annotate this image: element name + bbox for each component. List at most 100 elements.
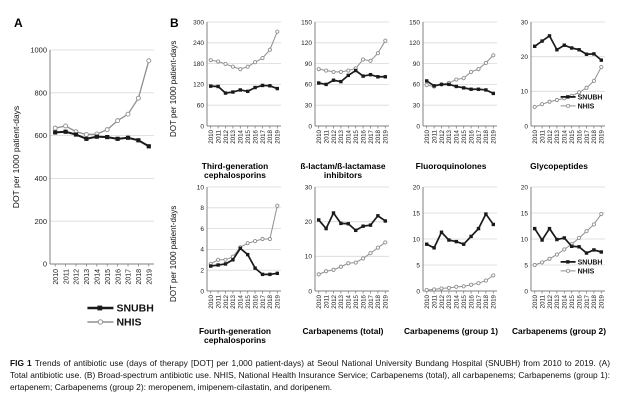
nhis-marker (591, 78, 596, 83)
snubh-marker (383, 75, 387, 79)
nhis-marker (540, 102, 545, 107)
snubh-series-line (55, 130, 150, 148)
y-tick-label: 60 (413, 82, 421, 89)
nhis-marker (439, 286, 444, 291)
chart-cell: 0 10 20 30 2010 2011 2012 2013 2014 2015 2016 2017 2… (505, 16, 613, 171)
nhis-marker (316, 67, 321, 72)
snubh-marker (447, 238, 451, 242)
x-tick-label: 2015 (461, 294, 468, 308)
snubh-marker (432, 245, 436, 250)
nhis-marker (223, 257, 228, 262)
nhis-marker (375, 51, 380, 56)
nhis-series-line (534, 213, 602, 266)
y-tick-label: 180 (193, 61, 204, 68)
nhis-marker (331, 267, 336, 272)
panel-a-label: A (14, 16, 23, 30)
snubh-marker (439, 82, 444, 87)
x-tick-label: 2016 (576, 294, 583, 308)
y-tick-label: 30 (413, 102, 421, 109)
legend-label: NHIS (578, 268, 595, 275)
snubh-series-line (426, 80, 494, 95)
y-tick-label: 0 (308, 123, 312, 130)
snubh-marker (331, 211, 336, 215)
x-tick-label: 2011 (539, 129, 546, 143)
chart-cell: 0 60 120 180 240 300 2010 2011 2012 2013 2014 2015 2… (181, 16, 289, 181)
nhis-marker (267, 47, 272, 52)
chart-cell: 0 2 4 6 8 10 2010 2011 2012 2013 2014 2015 2016 2017 2… (181, 181, 289, 346)
snubh-marker (484, 212, 488, 216)
y-tick-label: 20 (413, 184, 421, 191)
snubh-marker (136, 138, 141, 143)
snubh-marker (547, 226, 552, 231)
x-tick-label: 2011 (63, 269, 70, 284)
nhis-marker (476, 67, 481, 72)
chart-title: Carbapenems (group 1) (403, 325, 498, 336)
snubh-marker (339, 221, 343, 225)
x-tick-label: 2012 (223, 294, 230, 308)
y-tick-label: 60 (197, 102, 205, 109)
snubh-marker (209, 84, 213, 88)
nhis-marker (584, 228, 589, 234)
x-tick-label: 2015 (353, 129, 360, 143)
nhis-marker (245, 240, 250, 246)
snubh-marker (533, 226, 537, 231)
x-tick-label: 2014 (238, 294, 245, 308)
nhis-marker (245, 64, 250, 69)
x-tick-label: 2019 (491, 129, 498, 143)
x-tick-label: 2012 (547, 129, 554, 143)
snubh-series-line (318, 69, 386, 86)
x-tick-label: 2012 (223, 129, 230, 143)
charts-area: A 0 200 400 600 800 1000 2010 2011 2012 2013 2014 2… (11, 16, 613, 346)
x-tick-label: 2013 (338, 129, 345, 143)
x-tick-label: 2014 (454, 129, 461, 143)
snubh-marker (53, 130, 58, 135)
snubh-marker (462, 242, 466, 246)
x-tick-label: 2018 (591, 294, 598, 308)
nhis-marker (361, 57, 366, 62)
x-tick-label: 2013 (338, 294, 345, 308)
nhis-marker (338, 69, 343, 74)
chart-title: Fluoroquinolones (415, 161, 487, 171)
x-tick-label: 2012 (74, 269, 81, 285)
nhis-marker (238, 67, 243, 72)
nhis-marker (368, 58, 373, 63)
nhis-marker (599, 211, 604, 216)
nhis-marker (135, 95, 141, 101)
y-tick-label: 10 (413, 236, 421, 243)
x-tick-label: 2015 (245, 294, 252, 308)
snubh-marker (246, 252, 250, 257)
nhis-marker (469, 282, 474, 287)
nhis-marker (562, 247, 567, 252)
snubh-marker (432, 84, 436, 88)
nhis-marker (260, 236, 265, 241)
snubh-marker (368, 72, 373, 77)
x-tick-label: 2019 (383, 294, 390, 308)
y-tick-label: 10 (305, 253, 313, 260)
snubh-marker (469, 87, 473, 91)
snubh-marker (216, 84, 220, 89)
nhis-marker (104, 127, 110, 133)
x-tick-label: 2014 (454, 294, 461, 308)
chart-cell: 0 5 10 15 20 2010 2011 2012 2013 2014 2015 2016 2017… (397, 181, 505, 336)
chart-cell: 0 5 10 15 20 2010 2011 2012 2013 2014 2015 2016 2017… (505, 181, 613, 336)
nhis-marker (230, 64, 235, 69)
snubh-marker (570, 244, 574, 248)
snubh-marker (566, 259, 570, 264)
x-tick-label: 2010 (53, 269, 60, 285)
snubh-marker (454, 84, 458, 89)
chart-title: Glycopeptides (530, 161, 588, 171)
nhis-series-line (318, 40, 386, 73)
x-tick-label: 2010 (532, 129, 539, 143)
snubh-marker (555, 48, 559, 52)
legend-label: SNUBH (578, 94, 603, 101)
x-tick-label: 2019 (275, 294, 282, 308)
chart-title: Third-generation cephalosporins (201, 161, 269, 181)
nhis-series-line (55, 60, 150, 136)
x-tick-label: 2016 (468, 129, 475, 143)
x-tick-label: 2018 (483, 129, 490, 143)
y-tick-label: 5 (524, 262, 528, 269)
x-tick-label: 2015 (353, 294, 360, 308)
y-tick-label: 120 (409, 40, 420, 47)
y-tick-label: 800 (34, 88, 47, 97)
y-tick-label: 0 (416, 123, 420, 130)
